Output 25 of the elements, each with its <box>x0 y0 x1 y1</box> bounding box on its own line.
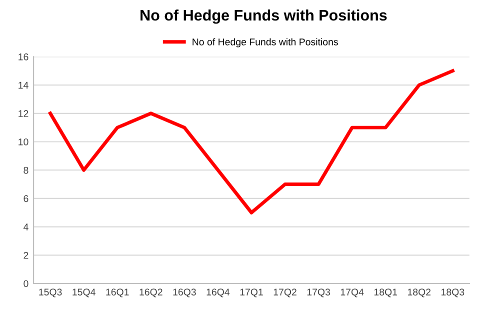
x-tick-label: 18Q3 <box>442 288 464 298</box>
y-tick-label: 12 <box>18 110 28 117</box>
legend-label: No of Hedge Funds with Positions <box>192 38 338 48</box>
x-tick-label: 18Q2 <box>408 288 431 298</box>
y-tick-label: 4 <box>23 224 28 230</box>
x-tick-label: 16Q4 <box>206 288 230 298</box>
x-tick-label: 16Q2 <box>140 288 162 298</box>
x-tick-label: 17Q2 <box>274 288 296 298</box>
y-tick-label: 6 <box>24 195 28 202</box>
y-tick-label: 2 <box>24 252 28 259</box>
x-tick-label: 16Q1 <box>106 288 129 298</box>
y-tick-label: 14 <box>18 82 28 89</box>
y-tick-label: 0 <box>24 280 28 288</box>
y-tick-label: 10 <box>18 138 28 146</box>
x-tick-label: 16Q3 <box>173 288 196 298</box>
x-tick-label: 17Q4 <box>340 288 364 298</box>
y-tick-label: 8 <box>24 166 28 174</box>
line-series <box>48 69 454 214</box>
x-tick-label: 18Q1 <box>374 288 398 298</box>
x-tick-label: 17Q3 <box>307 288 330 298</box>
x-tick-label: 17Q1 <box>240 288 263 298</box>
chart-title: No of Hedge Funds with Positions <box>140 9 387 24</box>
x-tick-label: 15Q3 <box>39 288 62 298</box>
y-tick-label: 16 <box>18 53 28 60</box>
x-tick-label: 15Q4 <box>72 288 96 298</box>
